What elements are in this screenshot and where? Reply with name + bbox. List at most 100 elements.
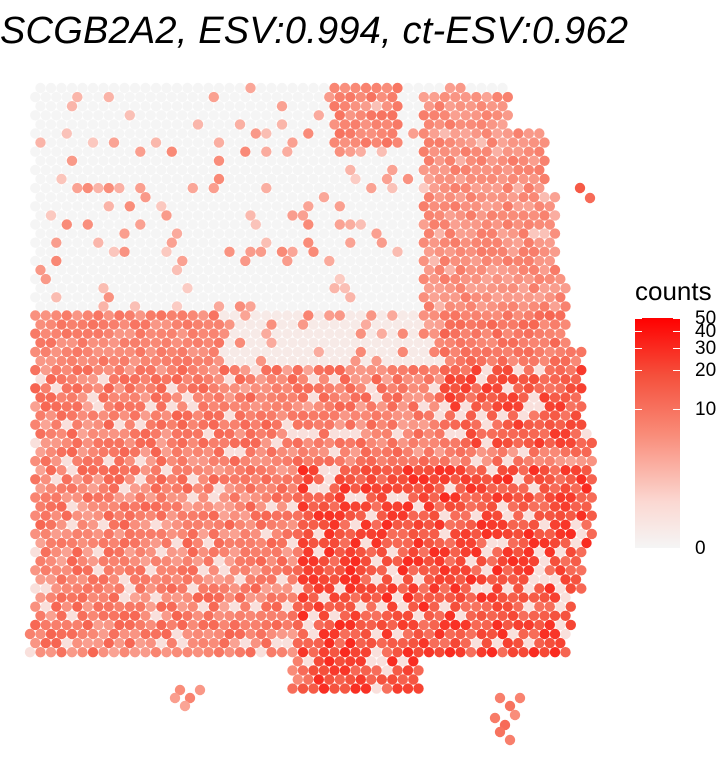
spot [418, 583, 429, 594]
spot [381, 592, 393, 603]
spot [303, 219, 314, 230]
spot [576, 546, 587, 558]
spot [161, 264, 172, 276]
spot [444, 483, 456, 494]
spot [108, 192, 120, 203]
spot [402, 319, 414, 330]
spot [103, 437, 115, 449]
spot [308, 355, 319, 367]
spot [119, 446, 130, 458]
spot [408, 383, 419, 394]
spot [129, 610, 141, 621]
spot [303, 674, 314, 685]
spot [439, 528, 450, 540]
spot [376, 437, 387, 449]
spot [471, 510, 482, 521]
spot [135, 110, 146, 121]
spot [565, 565, 576, 576]
spot [465, 592, 477, 603]
spot [271, 255, 282, 267]
spot [455, 101, 466, 112]
spot [51, 528, 62, 540]
spot [234, 246, 246, 257]
spot [250, 510, 261, 521]
spot [381, 428, 393, 439]
spot [224, 155, 235, 166]
spot [345, 510, 356, 521]
spot [219, 146, 230, 157]
spot [497, 264, 508, 276]
spot [166, 492, 177, 503]
spot [203, 628, 214, 640]
spot [303, 273, 314, 285]
spot [455, 228, 466, 239]
spot [87, 301, 99, 312]
spot [507, 392, 519, 403]
legend-tick-mark [673, 318, 680, 319]
spot [129, 210, 141, 221]
spot [66, 610, 78, 621]
spot [245, 574, 256, 585]
spot [560, 592, 571, 603]
spot [276, 137, 288, 148]
spot [266, 82, 277, 94]
spot [240, 237, 251, 248]
spot [324, 273, 335, 285]
spot [51, 455, 62, 467]
spot [408, 201, 419, 212]
spot [539, 246, 550, 257]
spot [313, 419, 324, 430]
spot [66, 647, 78, 658]
spot [114, 528, 125, 540]
spot [198, 182, 209, 194]
spot [213, 647, 225, 658]
spot [492, 292, 503, 303]
spot [198, 201, 209, 212]
spot [297, 665, 309, 676]
spot [219, 619, 230, 631]
spot [476, 446, 487, 458]
spot [429, 601, 440, 612]
spot [198, 419, 209, 430]
spot [51, 128, 62, 139]
spot [245, 246, 256, 257]
spot [93, 364, 104, 376]
spot [129, 355, 141, 367]
spot [103, 146, 115, 157]
spot [255, 319, 267, 330]
spot [169, 692, 181, 704]
spot [418, 546, 429, 558]
spot [329, 264, 340, 276]
spot [555, 455, 566, 467]
spot [124, 346, 135, 358]
spot [502, 419, 513, 430]
spot [350, 665, 361, 676]
spot [444, 355, 456, 367]
spot [371, 647, 382, 658]
spot [476, 574, 487, 585]
spot [198, 255, 209, 267]
spot [35, 537, 46, 549]
spot [124, 255, 135, 267]
spot [40, 91, 51, 103]
spot [82, 637, 94, 649]
spot [534, 401, 545, 412]
spot [513, 128, 524, 139]
spot [418, 437, 429, 449]
spot [518, 574, 529, 585]
spot [413, 119, 424, 130]
spot [539, 537, 550, 549]
spot [402, 465, 414, 476]
spot [471, 383, 482, 394]
spot [72, 637, 83, 649]
spot [371, 228, 382, 239]
spot [161, 192, 172, 203]
spot [177, 182, 188, 194]
spot [544, 601, 555, 612]
spot [250, 619, 261, 631]
spot [371, 683, 382, 694]
spot [502, 255, 513, 267]
spot [40, 219, 51, 230]
spot [523, 219, 534, 230]
spot [434, 319, 445, 330]
